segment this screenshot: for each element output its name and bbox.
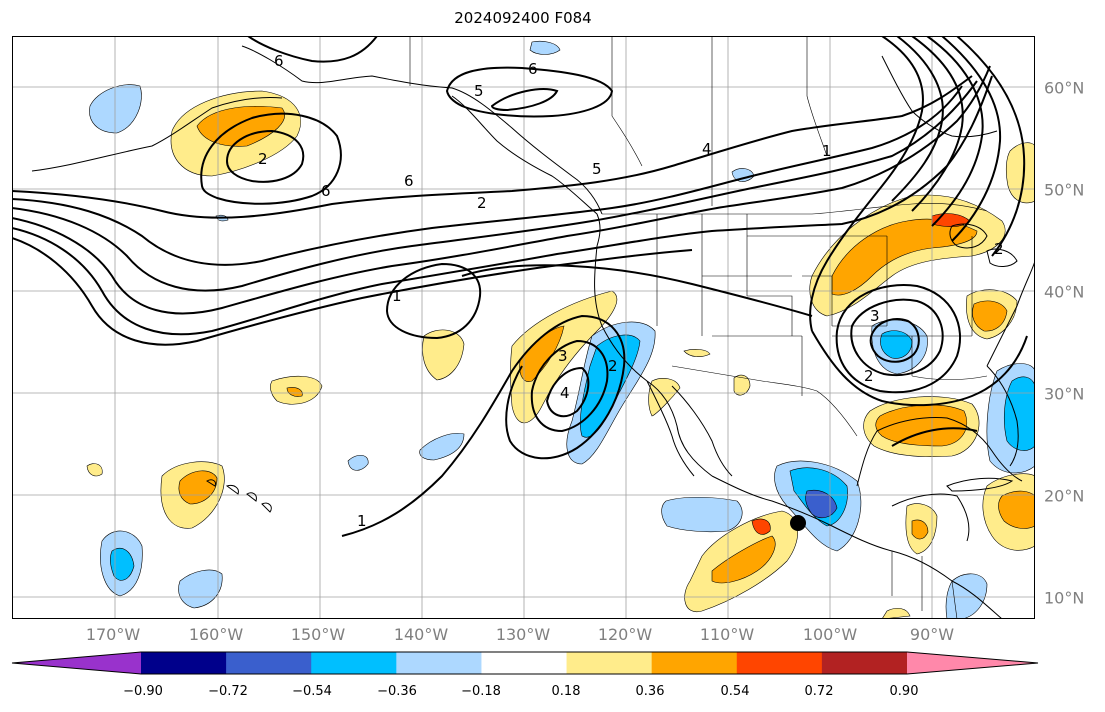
contour-main-2 — [12, 85, 963, 266]
contour-label: 6 — [321, 182, 331, 200]
anomaly-shading — [86, 40, 1035, 619]
contour-label: 6 — [404, 172, 414, 190]
contour-pacific-low-1 — [385, 262, 482, 340]
contour-label: 2 — [864, 367, 874, 385]
hudson-bay-coast — [881, 55, 998, 138]
lon-label: 160°W — [188, 625, 244, 644]
colorbar-extend-high — [907, 652, 1038, 674]
contour-label: 4 — [702, 140, 712, 158]
yucatan-coast — [891, 493, 970, 542]
colorbar-tick-label: 0.18 — [551, 684, 581, 699]
colorbar-segment — [141, 652, 227, 674]
map-panel: 6 6 6 6 5 5 4 2 2 1 1 1 3 4 2 2 3 2 — [12, 36, 1035, 619]
colorbar-segment — [821, 652, 908, 674]
contour-label: 5 — [592, 160, 602, 178]
colorbar-segment — [566, 652, 653, 674]
lat-label: 10°N — [1044, 588, 1085, 608]
contour-label: 1 — [822, 142, 832, 160]
height-contours — [12, 36, 1028, 537]
colorbar-tick-label: 0.36 — [635, 684, 665, 699]
contour-label: 3 — [870, 307, 880, 325]
lon-label: 130°W — [495, 625, 551, 644]
contour-main-4 — [12, 65, 991, 315]
colorbar-segment — [311, 652, 397, 674]
gulf-coast — [856, 417, 1023, 487]
contour-main-5 — [12, 75, 993, 336]
contour-main-3 — [12, 80, 978, 292]
lon-label: 170°W — [85, 625, 141, 644]
colorbar-tick-label: 0.54 — [720, 684, 750, 699]
colorbar-tick-label: −0.72 — [208, 684, 248, 699]
contour-label: 2 — [258, 150, 268, 168]
colorbar-segment — [481, 652, 568, 674]
contour-label: 2 — [477, 194, 487, 212]
bc-coast — [451, 95, 601, 247]
contour-label-group: 6 6 6 6 5 5 4 2 2 1 1 1 3 4 2 2 3 2 — [258, 52, 1004, 530]
colorbar-tick-label: 0.72 — [804, 684, 834, 699]
map-title: 2024092400 F084 — [454, 9, 592, 27]
lat-label: 50°N — [1044, 180, 1085, 200]
colorbar-tick-label: 0.90 — [889, 684, 919, 699]
east-coast — [986, 260, 1035, 367]
alaska-coast — [241, 45, 603, 215]
contour-alaska-low-outer — [200, 112, 342, 205]
lon-label: 90°W — [909, 625, 955, 644]
hawaii-islands — [206, 479, 272, 513]
colorbar-tick-label: −0.54 — [292, 684, 332, 699]
contour-label: 2 — [608, 357, 618, 375]
contour-gulf-high — [445, 66, 614, 118]
storm-marker — [790, 515, 806, 531]
contour-california-low-inner — [530, 339, 609, 433]
lat-label: 60°N — [1044, 78, 1085, 98]
colorbar-segment — [226, 652, 312, 674]
lon-label: 120°W — [597, 625, 653, 644]
lon-label: 100°W — [802, 625, 858, 644]
colorbar-tick-label: −0.90 — [123, 684, 163, 699]
cuba-coast — [946, 477, 1014, 492]
contour-label: 5 — [474, 82, 484, 100]
colorbar-outline — [11, 651, 1039, 675]
map-canvas: 6 6 6 6 5 5 4 2 2 1 1 1 3 4 2 2 3 2 — [12, 36, 1035, 619]
lat-label: 40°N — [1044, 282, 1085, 302]
lon-label: 110°W — [699, 625, 755, 644]
coastlines — [31, 45, 1035, 619]
colorbar-tick-label: −0.36 — [377, 684, 417, 699]
lon-label: 140°W — [393, 625, 449, 644]
contour-midwest-low-1 — [850, 298, 944, 377]
contour-alaska-low-inner — [225, 129, 305, 183]
colorbar-segment — [396, 652, 482, 674]
contour-midwest-low-2 — [835, 284, 962, 394]
contour-label: 1 — [392, 287, 402, 305]
colorbar-tick-label: −0.18 — [461, 684, 501, 699]
contour-label: 2 — [994, 240, 1004, 258]
colorbar-segment — [651, 652, 738, 674]
colorbar — [11, 651, 1039, 675]
lat-label: 20°N — [1044, 486, 1085, 506]
contour-california-low-outer — [341, 314, 626, 537]
contour-label: 4 — [560, 384, 570, 402]
contour-midwest-low-3 — [869, 318, 920, 363]
contour-label: 6 — [274, 52, 284, 70]
graticule — [12, 36, 1035, 619]
contour-main-1 — [12, 75, 973, 219]
lon-label: 150°W — [290, 625, 346, 644]
contour-label: 3 — [558, 347, 568, 365]
baja-coast — [646, 380, 695, 477]
lat-label: 30°N — [1044, 384, 1085, 404]
aleutians-coast — [31, 97, 283, 172]
west-us-coast — [594, 245, 713, 477]
gulf-of-california — [671, 385, 733, 477]
contour-label: 1 — [357, 512, 367, 530]
colorbar-extend-low — [12, 652, 141, 674]
colorbar-segment — [736, 652, 823, 674]
contour-label: 6 — [528, 60, 538, 78]
borders — [409, 36, 988, 619]
